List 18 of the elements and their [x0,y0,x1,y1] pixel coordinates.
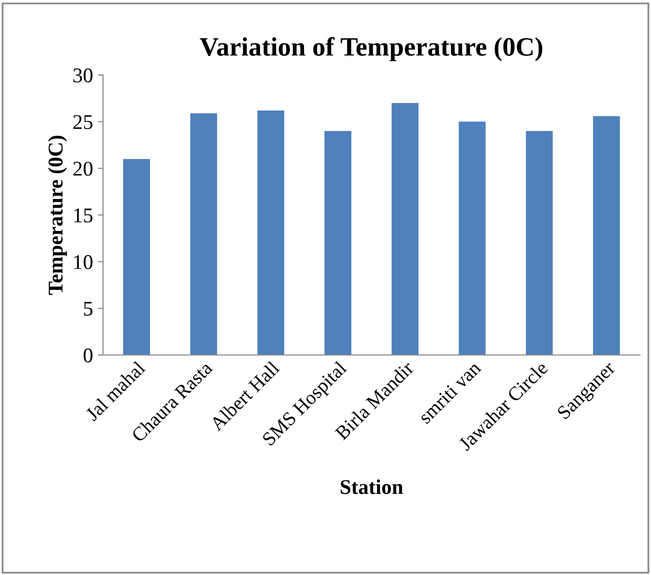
y-tick-label: 15 [74,208,92,222]
bar [257,110,284,355]
bar [324,131,352,355]
bar [526,131,553,355]
chart-title: Variation of Temperature (0C) [200,36,542,62]
y-tick-label: 25 [73,115,92,130]
y-tick-label: 30 [73,68,92,82]
y-tick-label: 5 [84,302,92,316]
y-tick-label: 20 [73,162,92,176]
bar [190,113,218,355]
y-tick-label: 0 [84,348,92,362]
bar [593,116,620,355]
y-axis-title: Temperature (0C) [48,136,67,295]
y-tick-label: 10 [74,255,92,270]
bar [458,122,486,355]
bar [392,103,418,355]
bar [123,159,150,355]
x-axis-title: Station [340,479,404,494]
